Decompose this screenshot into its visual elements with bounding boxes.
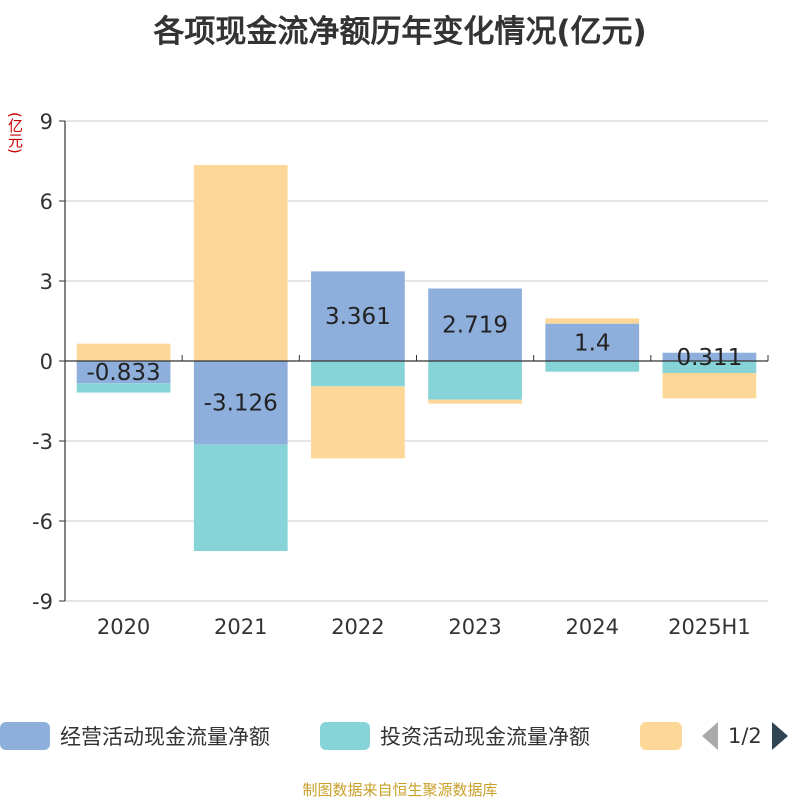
legend-swatch-third-series <box>640 722 682 750</box>
y-tick-label: 9 <box>40 110 53 134</box>
legend-item-investing[interactable]: 投资活动现金流量净额 <box>320 716 590 756</box>
bar-series-0-2025H1[interactable] <box>662 352 757 361</box>
data-label: 3.361 <box>325 304 391 330</box>
legend-next-page-icon[interactable] <box>771 722 788 750</box>
bar-series-2-2025H1[interactable] <box>662 373 757 399</box>
y-axis-unit-label: (亿元) <box>6 112 24 154</box>
chart-plot: 9 6 3 0 -3 -6 -9 2020 2021 2022 2023 2024 2025H1 -0.… <box>32 110 769 639</box>
bar-series-1-2025H1[interactable] <box>662 361 757 373</box>
legend-label-operating: 经营活动现金流量净额 <box>60 725 270 749</box>
data-label: -3.126 <box>204 391 278 417</box>
y-tick-label: 0 <box>40 350 53 374</box>
bar-series-0-2023[interactable] <box>428 288 522 361</box>
data-source-note: 制图数据来自恒生聚源数据库 <box>302 781 498 799</box>
y-tick-label: 3 <box>40 270 53 294</box>
legend-pager: 1/2 <box>702 716 788 756</box>
y-tick-label: 6 <box>40 190 53 214</box>
legend-swatch-operating <box>0 722 50 750</box>
legend-prev-page-icon[interactable] <box>702 722 718 750</box>
bars <box>76 165 757 552</box>
y-tick-label: -9 <box>32 590 53 614</box>
x-tick-label: 2025H1 <box>668 615 751 639</box>
bar-series-1-2022[interactable] <box>311 361 405 387</box>
data-label: 0.311 <box>676 345 742 371</box>
legend-item-third-series[interactable] <box>640 716 682 756</box>
bar-series-2-2023[interactable] <box>428 399 522 404</box>
legend-label-investing: 投资活动现金流量净额 <box>380 725 590 749</box>
bar-series-2-2022[interactable] <box>311 386 405 459</box>
bar-series-1-2023[interactable] <box>428 361 522 400</box>
data-labels: -0.833 -3.126 3.361 2.719 1.4 0.311 <box>87 304 743 416</box>
bar-series-1-2021[interactable] <box>193 444 288 552</box>
bar-series-1-2024[interactable] <box>545 361 640 372</box>
x-tick-label: 2022 <box>331 615 384 639</box>
data-label: 2.719 <box>442 313 508 339</box>
bar-series-0-2024[interactable] <box>545 323 640 361</box>
bar-series-0-2022[interactable] <box>311 271 405 361</box>
legend: 经营活动现金流量净额 投资活动现金流量净额 1/2 <box>0 716 800 756</box>
bar-series-2-2021[interactable] <box>193 165 288 361</box>
x-tick-label: 2020 <box>97 615 150 639</box>
bar-series-0-2021[interactable] <box>193 361 288 445</box>
legend-item-operating[interactable]: 经营活动现金流量净额 <box>0 716 270 756</box>
bar-series-2-2020[interactable] <box>76 343 171 361</box>
y-tick-label: -3 <box>32 430 53 454</box>
chart-title: 各项现金流净额历年变化情况(亿元) <box>153 14 647 50</box>
y-tick-label: -6 <box>32 510 53 534</box>
bar-series-1-2020[interactable] <box>76 383 171 393</box>
bar-series-0-2020[interactable] <box>76 361 171 384</box>
x-tick-label: 2024 <box>566 615 619 639</box>
x-tick-label: 2021 <box>214 615 267 639</box>
data-label: 1.4 <box>574 330 611 356</box>
legend-swatch-investing <box>320 722 370 750</box>
x-tick-label: 2023 <box>448 615 501 639</box>
legend-page-indicator: 1/2 <box>728 724 762 748</box>
grid-lines <box>65 120 768 602</box>
bar-series-2-2024[interactable] <box>545 318 640 324</box>
axes: 9 6 3 0 -3 -6 -9 2020 2021 2022 2023 2024 2025H1 <box>32 110 769 639</box>
data-label: -0.833 <box>87 360 161 386</box>
